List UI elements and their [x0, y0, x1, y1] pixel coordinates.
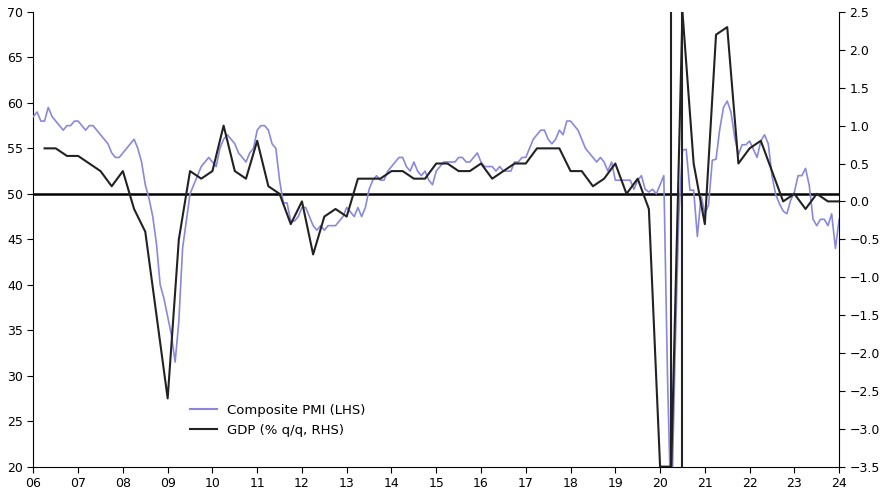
GDP (% q/q, RHS) [486, 175, 497, 181]
Legend: Composite PMI (LHS), GDP (% q/q, RHS): Composite PMI (LHS), GDP (% q/q, RHS) [185, 399, 370, 442]
Line: GDP (% q/q, RHS): GDP (% q/q, RHS) [44, 12, 838, 467]
Composite PMI (LHS) [255, 123, 266, 129]
Composite PMI (LHS) [833, 216, 843, 222]
GDP (% q/q, RHS) [576, 168, 587, 174]
Composite PMI (LHS) [270, 145, 281, 151]
Composite PMI (LHS) [206, 159, 217, 165]
Composite PMI (LHS) [699, 211, 710, 217]
GDP (% q/q, RHS) [151, 312, 161, 318]
Composite PMI (LHS) [28, 113, 39, 119]
GDP (% q/q, RHS) [833, 198, 843, 204]
GDP (% q/q, RHS) [39, 145, 50, 151]
GDP (% q/q, RHS) [307, 251, 318, 257]
GDP (% q/q, RHS) [542, 145, 553, 151]
GDP (% q/q, RHS) [789, 191, 799, 197]
Composite PMI (LHS) [721, 98, 732, 104]
GDP (% q/q, RHS) [676, 9, 687, 15]
Line: Composite PMI (LHS): Composite PMI (LHS) [34, 101, 838, 497]
Composite PMI (LHS) [304, 214, 315, 220]
GDP (% q/q, RHS) [654, 464, 664, 470]
Composite PMI (LHS) [267, 141, 277, 147]
